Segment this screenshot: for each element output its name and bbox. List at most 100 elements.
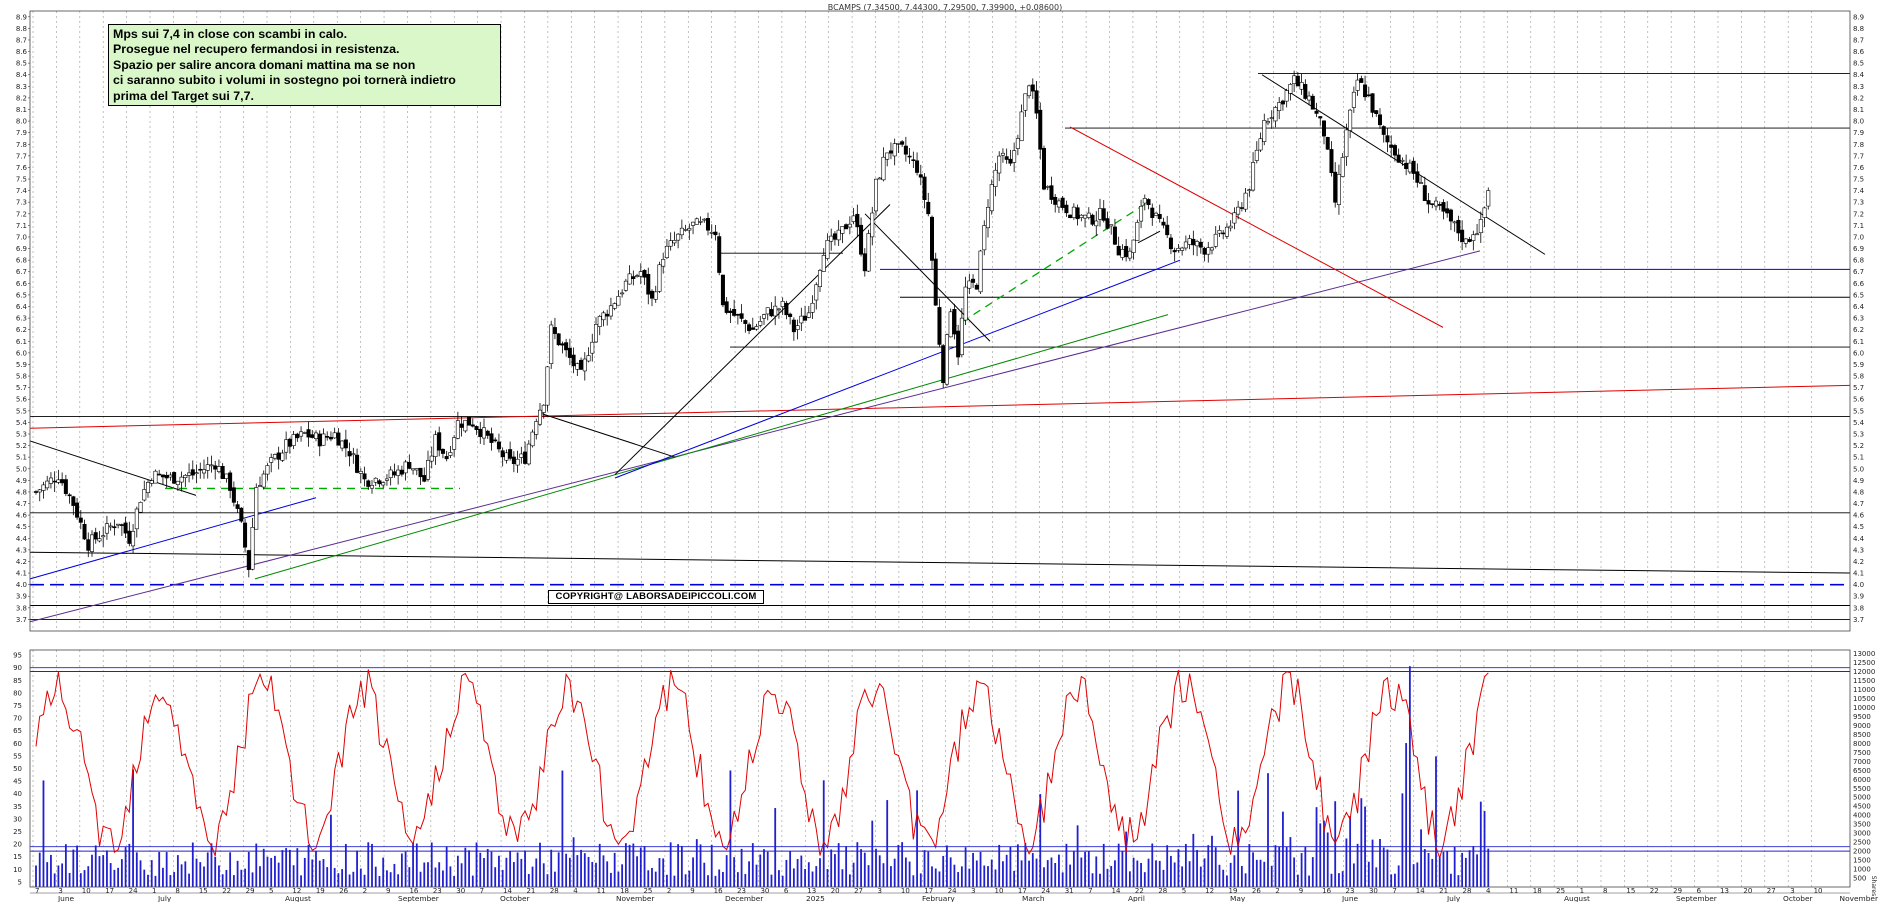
volume-bar: [135, 852, 138, 887]
candle-body: [75, 502, 80, 518]
candle-body: [1251, 162, 1256, 191]
y-tick-left: 5.3: [16, 430, 27, 438]
volume-bar: [1020, 860, 1023, 887]
volume-bar: [412, 842, 414, 887]
volume-bar: [1218, 864, 1221, 887]
volume-bar: [359, 868, 362, 887]
volume-bar: [445, 846, 448, 887]
volume-bar: [554, 871, 556, 887]
x-tick-label: 15: [199, 887, 208, 895]
volume-bar: [363, 874, 366, 887]
x-tick-label: 24: [948, 887, 957, 895]
volume-bar: [531, 866, 534, 887]
candle-body: [48, 477, 53, 484]
candle-body: [250, 527, 255, 570]
candle-body: [694, 218, 699, 225]
volume-bar: [1308, 875, 1310, 887]
y-tick-right: 8.4: [1853, 71, 1865, 79]
x-tick-label: 15: [1626, 887, 1635, 895]
volume-bar: [1326, 832, 1329, 887]
candles-layer: [33, 70, 1491, 578]
volume-bar: [550, 849, 553, 887]
candle-body: [803, 315, 808, 321]
candle-body: [1407, 162, 1412, 173]
volume-bar: [1143, 872, 1146, 887]
y-tick-left: 5.6: [16, 396, 28, 404]
volume-bar: [262, 848, 265, 887]
volume-bar: [983, 865, 986, 887]
volume-bar: [748, 861, 750, 887]
y-tick-right: 5.4: [1853, 419, 1865, 427]
volume-bar: [886, 800, 889, 887]
volume-bar: [576, 855, 579, 887]
candle-body: [638, 271, 643, 277]
y-tick-left: 4.3: [16, 546, 27, 554]
note-line-2: Prosegue nel recupero fermandosi in resi…: [113, 42, 400, 57]
candle-body: [579, 359, 584, 370]
volume-bar: [303, 857, 306, 887]
x-tick-label: 16: [409, 887, 418, 895]
candle-body: [504, 452, 509, 461]
candle-body: [1112, 226, 1117, 245]
volume-bar: [1427, 852, 1430, 887]
candle-body: [702, 218, 707, 221]
volume-bar: [628, 844, 631, 887]
candle-body: [422, 475, 427, 482]
y-tick-right: 4.4: [1853, 535, 1865, 543]
volume-bar: [1311, 857, 1314, 887]
volume-bar: [527, 873, 530, 887]
x-tick-label: 6: [1697, 887, 1702, 895]
volume-bar: [923, 850, 926, 887]
volume-bar: [1087, 851, 1090, 887]
volume-bar: [214, 856, 217, 887]
volume-bar: [1170, 855, 1172, 887]
volume-bar: [998, 844, 1001, 887]
y-tick-right: 4.7: [1853, 500, 1864, 508]
candle-body: [444, 456, 449, 460]
candle-body: [691, 221, 696, 226]
volume-bar: [516, 852, 519, 887]
volume-bar: [389, 872, 392, 887]
y-tick-right: 7.2: [1853, 210, 1864, 218]
volume-bar: [1061, 872, 1064, 887]
volume-bar: [397, 874, 400, 887]
y-tick-left: 4.5: [16, 523, 27, 531]
month-label: 2025: [806, 894, 825, 902]
osc-tick-label: 50: [13, 765, 22, 773]
candle-body: [888, 150, 893, 154]
candle-body: [254, 487, 259, 530]
x-tick-label: 17: [924, 887, 933, 895]
volume-bar: [800, 855, 803, 887]
volume-bar: [232, 875, 235, 887]
candle-body: [1120, 249, 1125, 258]
volume-bar: [1035, 858, 1038, 887]
candle-body: [937, 307, 942, 345]
volume-bar: [561, 770, 564, 887]
volume-bar: [449, 866, 452, 887]
x-tick-label: 14: [503, 887, 512, 895]
volume-bar: [318, 860, 321, 887]
volume-bar: [643, 846, 646, 887]
volume-bar: [1166, 845, 1169, 887]
volume-bar: [1360, 798, 1363, 887]
volume-bar: [1091, 873, 1094, 887]
volume-bar: [591, 861, 594, 887]
x-tick-label: 25: [643, 887, 652, 895]
x-tick-label: 11: [597, 887, 606, 895]
volume-bar: [490, 851, 493, 887]
volume-bar: [826, 869, 829, 887]
volume-bar: [79, 873, 82, 887]
volume-bar: [848, 874, 851, 887]
candle-body: [340, 440, 345, 449]
candle-body: [676, 233, 681, 241]
candle-body: [310, 434, 315, 438]
x-tick-label: 10: [1814, 887, 1823, 895]
volume-bar: [1423, 849, 1426, 887]
trendline: [254, 314, 1169, 580]
oscillator-line: [35, 669, 1489, 860]
candle-body: [724, 301, 729, 313]
candle-body: [82, 523, 87, 540]
candle-body: [481, 427, 486, 439]
candle-body: [761, 314, 766, 319]
volume-bar: [132, 769, 134, 887]
